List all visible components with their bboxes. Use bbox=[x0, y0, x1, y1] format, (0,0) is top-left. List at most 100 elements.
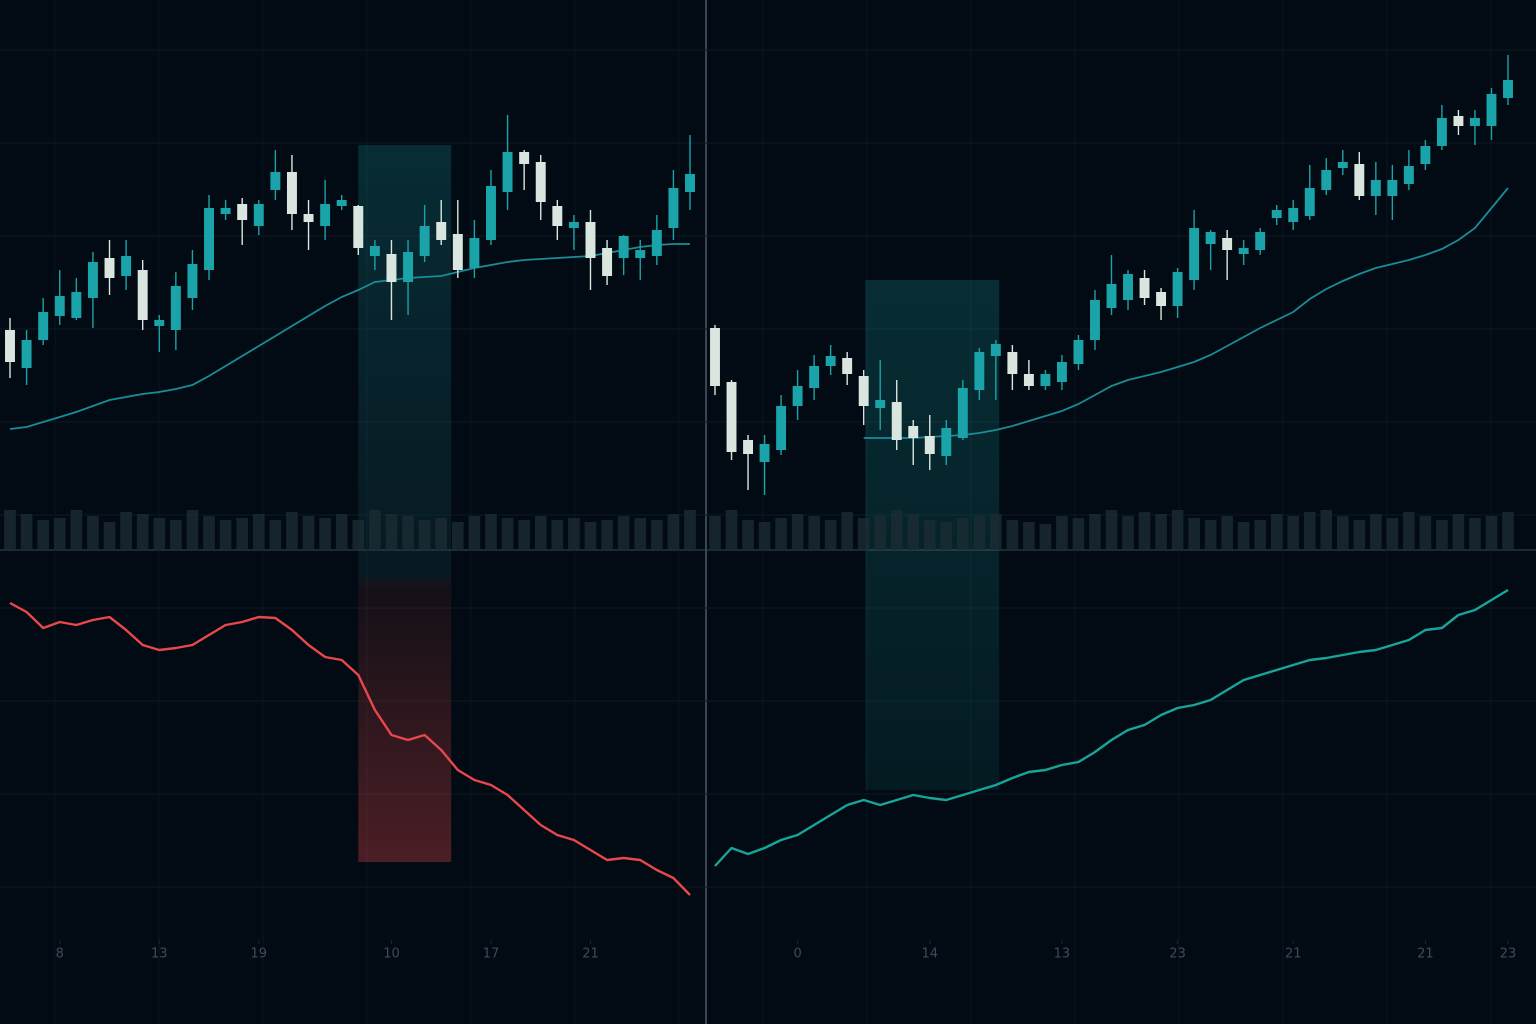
volume-bar bbox=[1370, 514, 1382, 550]
volume-bar bbox=[37, 520, 49, 550]
candle-body bbox=[1090, 300, 1100, 340]
candle-body bbox=[1123, 274, 1133, 300]
candle-body bbox=[137, 270, 148, 320]
candle-body bbox=[1056, 362, 1067, 382]
volume-bar bbox=[584, 522, 597, 550]
volume-bar bbox=[170, 520, 182, 550]
volume-bar bbox=[1403, 512, 1415, 550]
volume-bar bbox=[4, 510, 16, 550]
volume-bar bbox=[1056, 516, 1068, 550]
candle-body bbox=[54, 296, 65, 316]
candle-body bbox=[486, 186, 496, 240]
candle-body bbox=[1420, 146, 1431, 164]
candle-body bbox=[552, 206, 563, 226]
candle-body bbox=[419, 226, 430, 256]
candle-body bbox=[668, 188, 679, 228]
volume-bar bbox=[667, 514, 680, 550]
candle-body bbox=[403, 252, 414, 282]
x-tick-label: 13 bbox=[151, 947, 168, 962]
candle-body bbox=[924, 436, 935, 454]
volume-bar bbox=[518, 520, 530, 550]
volume-bar bbox=[907, 514, 920, 550]
candle-body bbox=[710, 328, 720, 386]
candle-body bbox=[336, 200, 347, 206]
volume-bar bbox=[1270, 514, 1283, 550]
volume-bar bbox=[1303, 512, 1316, 550]
candle-body bbox=[1040, 374, 1051, 386]
candle-body bbox=[651, 230, 662, 256]
volume-bar bbox=[1337, 516, 1349, 550]
volume-bar bbox=[957, 518, 969, 550]
candle-body bbox=[759, 444, 770, 462]
candle-body bbox=[1255, 232, 1266, 250]
candle-body bbox=[1486, 94, 1497, 126]
volume-bar bbox=[617, 516, 630, 550]
candle-body bbox=[726, 382, 737, 452]
volume-bar bbox=[1105, 510, 1118, 550]
candle-body bbox=[1470, 118, 1480, 126]
candle-body bbox=[1304, 188, 1315, 216]
candle-body bbox=[286, 172, 297, 214]
candle-body bbox=[1205, 232, 1216, 244]
candle-body bbox=[1370, 180, 1381, 196]
candle-body bbox=[303, 214, 314, 222]
candle-body bbox=[957, 388, 968, 438]
candle-body bbox=[519, 152, 530, 164]
x-tick-label: 21 bbox=[1417, 947, 1434, 962]
volume-bar bbox=[418, 520, 431, 550]
volume-bar bbox=[369, 510, 381, 550]
volume-bar bbox=[1419, 516, 1432, 550]
candle-body bbox=[1403, 166, 1414, 184]
volume-bar bbox=[725, 510, 738, 550]
candle-body bbox=[685, 174, 695, 192]
volume-bar bbox=[841, 512, 853, 550]
volume-bar bbox=[634, 518, 647, 550]
candle-body bbox=[1106, 284, 1117, 308]
volume-bar bbox=[1072, 518, 1085, 550]
candle-body bbox=[568, 222, 579, 228]
candle-body bbox=[776, 406, 787, 450]
x-tick-label: 17 bbox=[483, 947, 500, 962]
candle-body bbox=[1189, 228, 1200, 280]
candle-body bbox=[386, 254, 397, 282]
candle-body bbox=[87, 262, 98, 298]
indicator-line bbox=[9, 601, 691, 896]
candle-body bbox=[1222, 238, 1233, 250]
volume-bar bbox=[385, 514, 398, 550]
x-tick-label: 23 bbox=[1500, 947, 1517, 962]
volume-bar bbox=[808, 516, 820, 550]
volume-bar bbox=[186, 510, 199, 550]
candle-body bbox=[5, 330, 15, 362]
volume-bar bbox=[468, 516, 481, 550]
indicator-line bbox=[714, 588, 1509, 867]
volume-bar bbox=[1320, 510, 1333, 550]
x-tick-label: 21 bbox=[1285, 947, 1302, 962]
volume-bar bbox=[1138, 512, 1151, 550]
volume-bar bbox=[1204, 520, 1217, 550]
candle-body bbox=[1436, 118, 1447, 146]
volume-bar bbox=[87, 516, 99, 550]
volume-bar bbox=[1039, 524, 1052, 550]
candle-body bbox=[941, 428, 952, 456]
candle-body bbox=[585, 222, 596, 258]
candle-body bbox=[990, 344, 1001, 356]
candle-body bbox=[220, 208, 231, 214]
volume-bar bbox=[1353, 520, 1366, 550]
x-tick-label: 19 bbox=[251, 947, 268, 962]
x-tick-label: 10 bbox=[383, 947, 400, 962]
volume-bar bbox=[923, 520, 936, 550]
volume-bar bbox=[1006, 520, 1019, 550]
volume-bar bbox=[601, 520, 613, 550]
x-tick-label: 21 bbox=[582, 947, 599, 962]
volume-bar bbox=[684, 510, 696, 550]
candle-body bbox=[270, 172, 281, 190]
candle-body bbox=[187, 264, 198, 298]
x-tick-label: 23 bbox=[1169, 947, 1186, 962]
volume-bar bbox=[252, 514, 265, 550]
volume-bar bbox=[742, 520, 754, 550]
candle-body bbox=[1271, 210, 1282, 218]
candle-body bbox=[875, 400, 886, 408]
